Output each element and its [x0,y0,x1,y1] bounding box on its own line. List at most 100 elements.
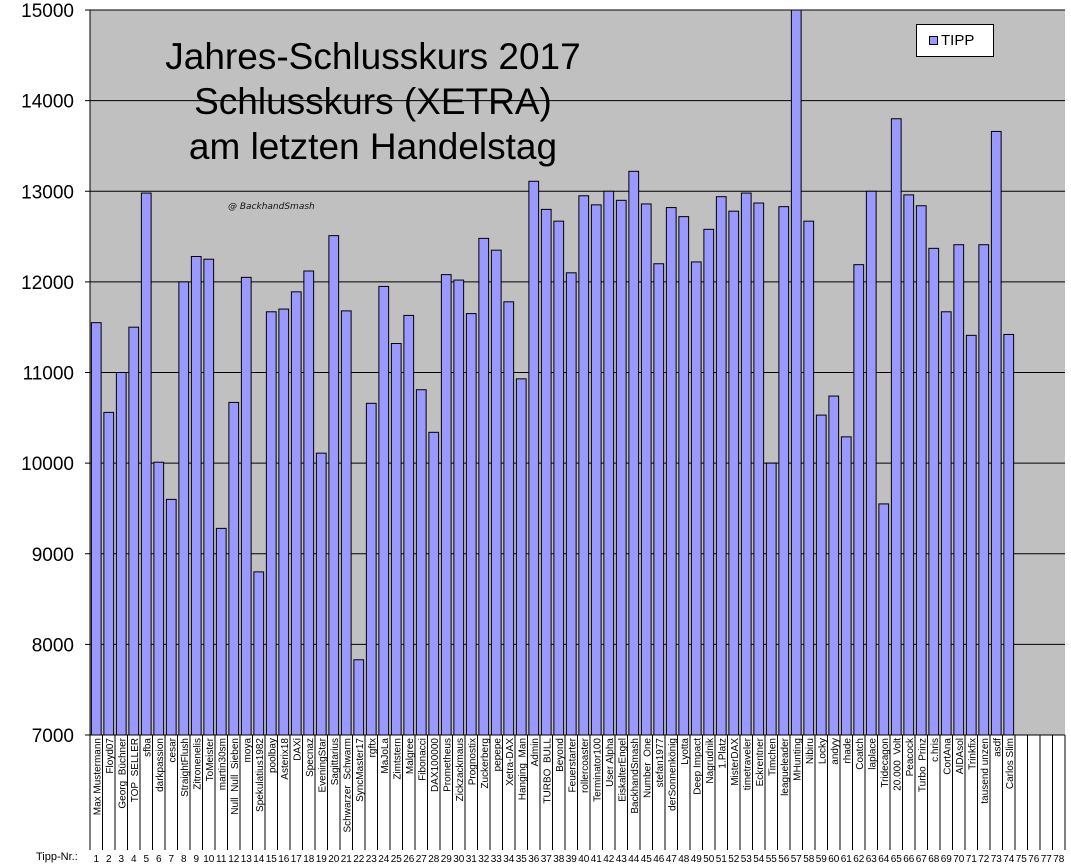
bar [840,436,852,736]
x-number-label: 71 [966,854,978,865]
bar [103,411,115,736]
x-category-label: rollercoaster [580,737,591,793]
bar [415,389,427,736]
bar [965,334,977,736]
x-category-label: MaJoLa [380,738,391,774]
x-category-label: EveningStar [317,737,328,792]
x-category-label: Turbo_Prinz [917,738,928,792]
x-category-label: rhade [842,738,853,764]
x-number-label: 42 [603,854,615,865]
x-number-label: 56 [778,854,790,865]
bar [803,220,815,736]
x-category-label: poolbay [267,738,278,773]
x-number-labels: 1 2 3 4 5 6 7 8 9 10 11 12 13 14 15 16 17 18 19 20 21 22 23 24 2… [93,854,1064,865]
y-tick-label: 8000 [32,635,74,656]
bar [753,202,765,736]
x-number-label: 40 [578,854,590,865]
bars [90,9,1015,736]
x-number-label: 7 [168,854,174,865]
bar [590,204,602,736]
x-number-label: 36 [528,854,540,865]
x-number-label: 3 [118,854,124,865]
x-number-label: 67 [916,854,928,865]
bar [303,270,315,736]
x-number-label: 21 [341,854,353,865]
bar [603,190,615,736]
x-number-label: 11 [216,854,227,865]
x-category-label: Nibiru [805,738,816,764]
bar [853,264,865,736]
x-category-label: EiskalterEngel [617,738,628,802]
x-category-label: c.hris [930,738,941,762]
bar [653,263,665,736]
x-number-label: 33 [491,854,503,865]
x-number-label: 10 [203,854,215,865]
legend: TIPP [916,24,994,57]
bar [203,258,215,736]
x-number-label: 1 [93,854,99,865]
bar [453,279,465,736]
x-category-label: Hanging_Man [517,738,528,800]
x-number-label: 15 [266,854,278,865]
bar [478,237,490,736]
x-number-label: 41 [591,854,603,865]
bar [878,503,890,736]
x-number-label: 45 [641,854,653,865]
x-category-label: laplace [867,738,878,770]
x-category-label: Timchen [767,738,778,776]
x-number-label: 39 [566,854,578,865]
watermark: @ BackhandSmash [228,202,315,212]
bar [228,401,240,736]
x-category-label: 20.000_Volt [892,738,903,791]
x-number-label: 65 [891,854,903,865]
x-category-label: andyy [830,738,841,765]
x-number-label: 59 [816,854,828,865]
x-number-label: 50 [703,854,715,865]
x-number-label: 74 [1003,854,1015,865]
x-number-label: 16 [278,854,290,865]
x-number-label: 4 [131,854,137,865]
x-number-label: 6 [156,854,162,865]
x-category-label: TURBO_BULL [542,738,553,804]
bar [365,402,377,736]
x-category-label: MHunting [792,738,803,781]
x-number-label: 18 [303,854,315,865]
x-category-label: sfba [142,738,153,757]
x-category-label: Trinkfix [967,738,978,770]
x-category-label: tausend unzen [980,738,991,804]
x-number-label: 48 [678,854,690,865]
x-number-label: 28 [428,854,440,865]
x-category-label: derSonnenkönig [667,738,678,811]
x-number-label: 5 [143,854,149,865]
x-number-label: 29 [441,854,453,865]
legend-label: TIPP [941,32,975,49]
x-number-label: 64 [878,854,890,865]
bar [465,313,477,736]
bar [353,659,365,736]
x-number-label: 75 [1016,854,1028,865]
bar [678,216,690,736]
bar [378,285,390,736]
x-number-label: 69 [941,854,953,865]
bar [565,272,577,736]
x-category-label: Zickzackmaus [455,738,466,801]
x-category-label: Xetra-DAX [505,738,516,786]
y-tick-label: 12000 [21,273,74,294]
bar [265,311,277,736]
x-category-label: Prognostix [467,738,478,785]
x-category-label: Number_One [642,738,653,798]
title-line-1: Jahres-Schlusskurs 2017 [165,36,581,77]
x-category-label: Beyond [555,738,566,772]
bar [828,395,840,736]
x-number-label: 30 [453,854,465,865]
x-number-label: 37 [541,854,553,865]
chart-title: Jahres-Schlusskurs 2017 Schlusskurs (XET… [108,34,638,169]
bar [503,301,515,736]
bar [615,199,627,736]
x-number-label: 72 [978,854,990,865]
x-number-label: 22 [353,854,365,865]
x-number-label: 9 [193,854,199,865]
y-tick-label: 15000 [21,1,74,22]
bar [540,208,552,736]
